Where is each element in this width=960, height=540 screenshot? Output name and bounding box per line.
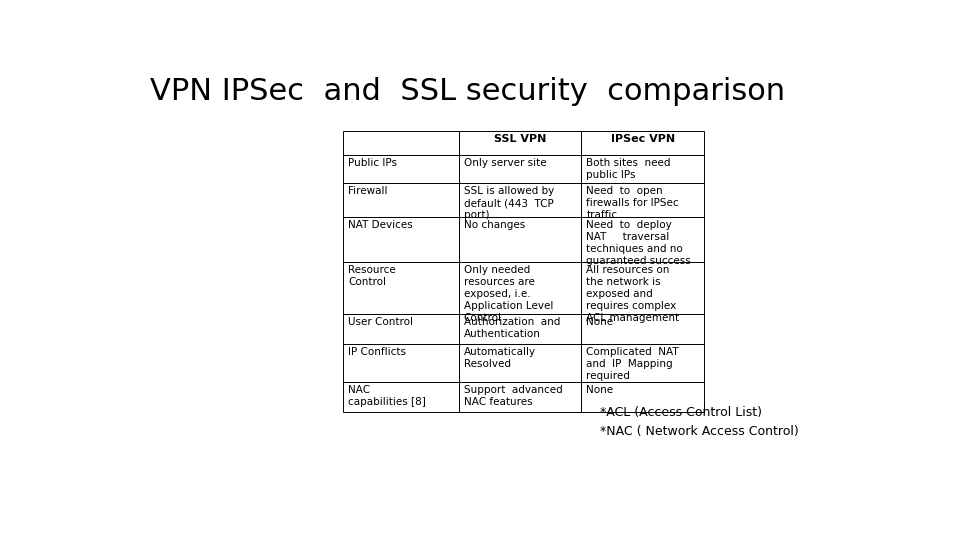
Text: Authorization  and
Authentication: Authorization and Authentication — [464, 317, 560, 339]
Text: SSL is allowed by
default (443  TCP
port): SSL is allowed by default (443 TCP port) — [464, 186, 554, 220]
Bar — [344, 131, 459, 156]
Bar — [459, 262, 581, 314]
Bar — [459, 156, 581, 183]
Bar — [459, 183, 581, 218]
Bar — [344, 218, 459, 262]
Bar — [459, 314, 581, 344]
Bar — [344, 314, 459, 344]
Text: Only server site: Only server site — [464, 158, 546, 168]
Text: Firewall: Firewall — [348, 186, 388, 196]
Bar — [581, 218, 704, 262]
Text: Support  advanced
NAC features: Support advanced NAC features — [464, 385, 563, 407]
Text: *ACL (Access Control List)
*NAC ( Network Access Control): *ACL (Access Control List) *NAC ( Networ… — [600, 406, 799, 438]
Text: Need  to  deploy
NAT     traversal
techniques and no
guaranteed success: Need to deploy NAT traversal techniques … — [587, 220, 691, 266]
Text: SSL VPN: SSL VPN — [493, 134, 546, 144]
Bar — [581, 382, 704, 412]
Text: VPN IPSec  and  SSL security  comparison: VPN IPSec and SSL security comparison — [150, 77, 785, 106]
Bar — [344, 156, 459, 183]
Text: Only needed
resources are
exposed, i.e.
Application Level
Control: Only needed resources are exposed, i.e. … — [464, 265, 553, 323]
Bar — [344, 344, 459, 382]
Text: IPSec VPN: IPSec VPN — [611, 134, 675, 144]
Bar — [344, 183, 459, 218]
Bar — [581, 344, 704, 382]
Bar — [581, 131, 704, 156]
Text: User Control: User Control — [348, 317, 414, 327]
Text: NAT Devices: NAT Devices — [348, 220, 413, 230]
Bar — [581, 314, 704, 344]
Bar — [459, 218, 581, 262]
Bar — [581, 262, 704, 314]
Bar — [459, 344, 581, 382]
Text: IP Conflicts: IP Conflicts — [348, 347, 406, 357]
Text: Complicated  NAT
and  IP  Mapping
required: Complicated NAT and IP Mapping required — [587, 347, 679, 381]
Bar — [581, 183, 704, 218]
Bar — [344, 382, 459, 412]
Text: NAC
capabilities [8]: NAC capabilities [8] — [348, 385, 426, 407]
Bar — [344, 262, 459, 314]
Bar — [459, 382, 581, 412]
Text: All resources on
the network is
exposed and
requires complex
ACL management: All resources on the network is exposed … — [587, 265, 680, 323]
Text: Public IPs: Public IPs — [348, 158, 397, 168]
Text: Need  to  open
firewalls for IPSec
traffic: Need to open firewalls for IPSec traffic — [587, 186, 679, 220]
Text: None: None — [587, 317, 613, 327]
Text: Automatically
Resolved: Automatically Resolved — [464, 347, 536, 369]
Text: No changes: No changes — [464, 220, 525, 230]
Bar — [459, 131, 581, 156]
Text: None: None — [587, 385, 613, 395]
Text: Both sites  need
public IPs: Both sites need public IPs — [587, 158, 671, 180]
Text: Resource
Control: Resource Control — [348, 265, 396, 287]
Bar — [581, 156, 704, 183]
